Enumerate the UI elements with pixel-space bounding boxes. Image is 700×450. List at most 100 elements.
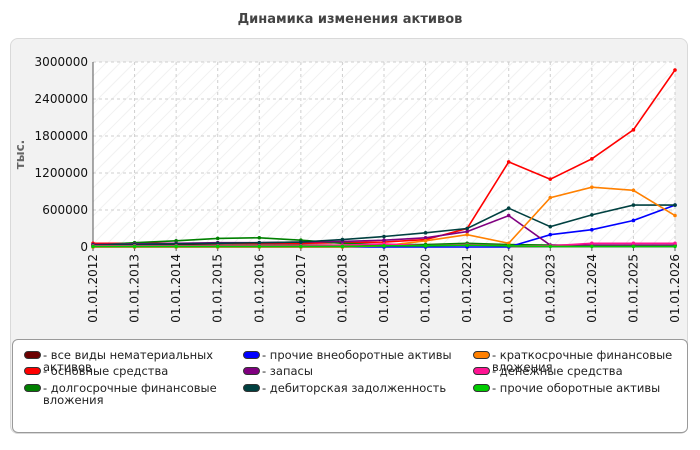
legend-swatch — [473, 384, 490, 392]
series-lines — [91, 68, 677, 249]
y-tick-label: 1800000 — [35, 129, 88, 143]
data-point — [506, 206, 511, 210]
x-tick-label: 01.01.2017 — [294, 254, 308, 323]
data-point — [590, 157, 594, 161]
data-point — [590, 213, 594, 217]
data-point — [590, 227, 594, 232]
data-point — [590, 185, 594, 189]
data-point — [548, 195, 553, 200]
legend-label: - все виды нематериальных активов — [43, 348, 214, 374]
data-point — [215, 244, 220, 249]
data-point — [548, 244, 553, 249]
data-point — [423, 235, 428, 240]
data-point — [215, 236, 220, 241]
data-point — [590, 244, 594, 249]
y-tick-label: 600000 — [42, 203, 88, 217]
data-point — [299, 240, 303, 244]
legend-swatch — [243, 351, 260, 359]
data-point — [423, 231, 428, 235]
data-point — [132, 244, 137, 249]
legend-swatch — [473, 351, 490, 359]
y-tick-label: 1200000 — [35, 166, 88, 180]
legend-item: - основные средства — [24, 365, 234, 377]
legend-swatch — [473, 367, 490, 375]
data-point — [673, 203, 677, 207]
x-tick-label: 01.01.2018 — [335, 254, 349, 323]
data-point — [340, 244, 345, 249]
data-point — [257, 240, 262, 245]
axis-labels: 3000000240000018000001200000600000001.01… — [13, 55, 682, 323]
x-tick-label: 01.01.2022 — [502, 254, 516, 323]
data-point — [382, 243, 386, 248]
legend-swatch — [24, 351, 41, 359]
legend-item: - прочие внеоборотные активы — [243, 349, 453, 361]
legend-label: - краткосрочные финансовые вложения — [492, 348, 673, 374]
data-point — [423, 239, 428, 243]
x-tick-label: 01.01.2013 — [128, 254, 142, 323]
legend-label: - прочие внеоборотные активы — [262, 348, 452, 362]
data-point — [631, 241, 636, 246]
data-point — [548, 177, 553, 181]
x-tick-label: 01.01.2023 — [543, 254, 557, 323]
y-tick-label: 3000000 — [35, 55, 88, 69]
data-point — [631, 244, 636, 249]
data-point — [673, 241, 677, 246]
legend-swatch — [243, 384, 260, 392]
data-point — [465, 229, 469, 234]
x-tick-label: 01.01.2014 — [169, 254, 183, 323]
x-tick-label: 01.01.2026 — [668, 254, 682, 323]
data-point — [91, 244, 95, 249]
x-tick-label: 01.01.2016 — [252, 254, 266, 323]
data-point — [673, 244, 677, 249]
x-tick-label: 01.01.2025 — [626, 254, 640, 323]
data-point — [631, 188, 636, 193]
data-point — [299, 244, 303, 249]
legend-item: - дебиторская задолженность — [243, 382, 453, 394]
data-point — [548, 232, 553, 237]
chart-title: Динамика изменения активов — [237, 12, 463, 27]
legend-label: - дебиторская задолженность — [262, 381, 447, 395]
data-point — [506, 213, 511, 218]
legend-item: - долгосрочные финансовые вложения — [24, 382, 234, 406]
data-point — [340, 237, 345, 242]
data-point — [506, 160, 511, 164]
data-point — [465, 232, 469, 237]
data-point — [590, 241, 594, 246]
legend-swatch — [24, 367, 41, 375]
legend-item: - прочие оборотные активы — [473, 382, 673, 394]
x-tick-label: 01.01.2012 — [86, 254, 100, 323]
data-point — [257, 235, 262, 240]
data-point — [174, 244, 178, 249]
legend-item: - краткосрочные финансовые вложения — [473, 349, 673, 373]
x-tick-label: 01.01.2020 — [419, 254, 433, 323]
legend-item: - все виды нематериальных активов — [24, 349, 234, 373]
legend-swatch — [24, 384, 41, 392]
legend-swatch — [243, 367, 260, 375]
legend-label: - запасы — [262, 364, 313, 378]
data-point — [673, 68, 677, 72]
data-point — [465, 226, 469, 231]
x-tick-label: 01.01.2021 — [460, 254, 474, 323]
data-point — [631, 218, 636, 223]
y-axis-label: тыс. — [13, 140, 27, 169]
data-point — [548, 224, 553, 229]
legend: - все виды нематериальных активов - основ… — [12, 339, 688, 433]
data-point — [631, 128, 636, 132]
y-tick-label: 2400000 — [35, 92, 88, 106]
data-point — [382, 234, 386, 239]
data-point — [673, 213, 677, 218]
legend-label: - денежные средства — [492, 364, 623, 378]
x-tick-label: 01.01.2015 — [211, 254, 225, 323]
x-tick-label: 01.01.2019 — [377, 254, 391, 323]
x-tick-label: 01.01.2024 — [585, 254, 599, 323]
data-point — [174, 239, 178, 243]
legend-item: - запасы — [243, 365, 453, 377]
legend-item: - денежные средства — [473, 365, 673, 377]
data-point — [465, 243, 469, 247]
data-point — [631, 203, 636, 207]
data-point — [215, 241, 220, 246]
data-point — [506, 241, 511, 246]
grid — [92, 61, 676, 248]
data-point — [257, 244, 262, 249]
